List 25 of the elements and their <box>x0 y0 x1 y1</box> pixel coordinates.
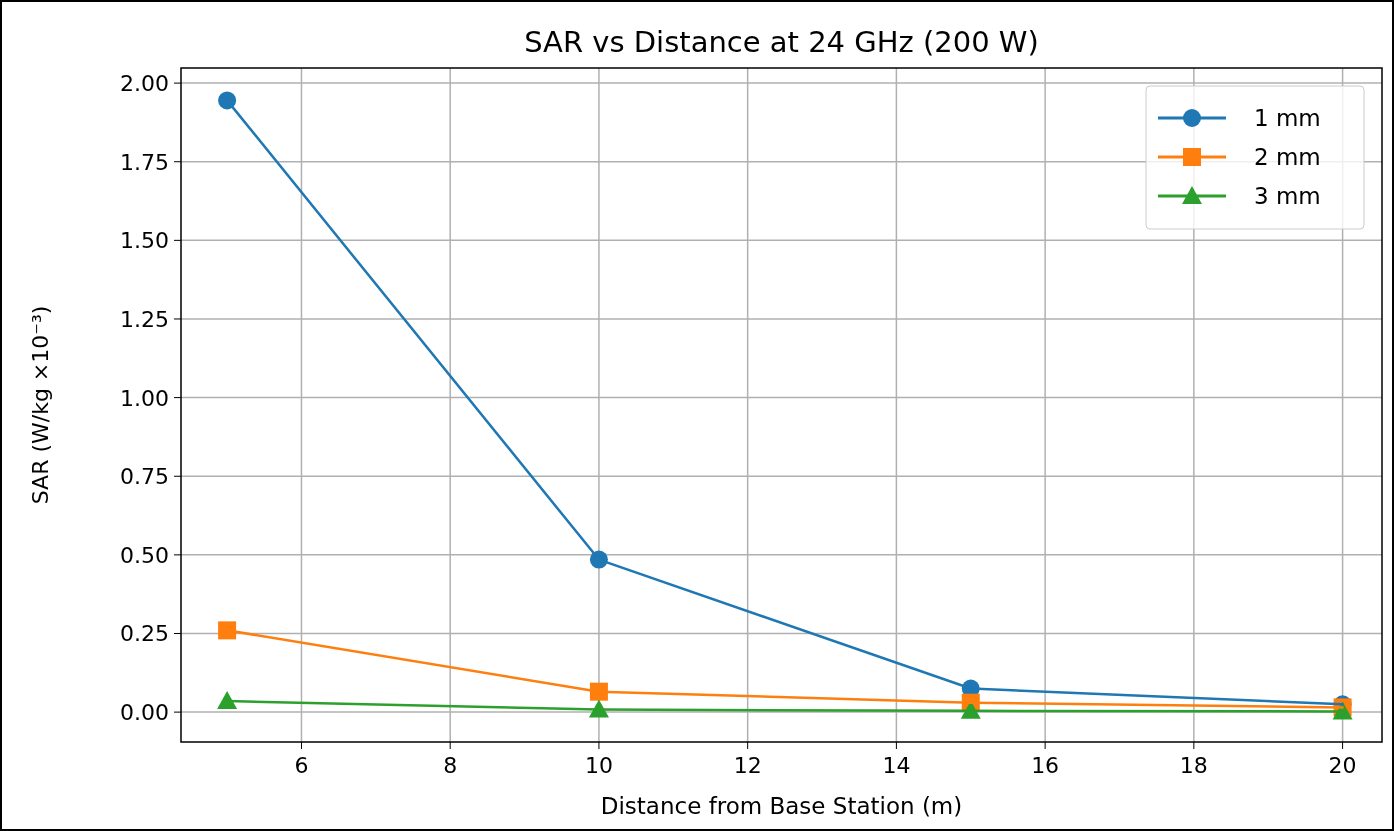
y-tick-label: 0.25 <box>120 621 169 647</box>
x-tick-label: 6 <box>294 753 309 778</box>
y-tick-label: 1.25 <box>120 306 169 332</box>
y-tick-label: 2.00 <box>120 71 169 97</box>
x-tick-label: 20 <box>1328 753 1357 778</box>
x-tick-label: 14 <box>882 753 911 778</box>
y-tick-label: 0.00 <box>120 700 169 726</box>
legend-label: 1 mm <box>1254 105 1321 131</box>
point <box>217 691 238 710</box>
x-tick-label: 16 <box>1031 753 1060 778</box>
legend-label: 2 mm <box>1254 144 1321 170</box>
legend-label: 3 mm <box>1254 183 1321 209</box>
y-tick-label: 1.00 <box>120 385 169 411</box>
y-tick-label: 1.50 <box>120 228 169 254</box>
chart-title: SAR vs Distance at 24 GHz (200 W) <box>524 25 1039 59</box>
x-tick-label: 12 <box>733 753 762 778</box>
y-tick-label: 1.75 <box>120 149 169 175</box>
x-axis-title: Distance from Base Station (m) <box>600 793 963 819</box>
point <box>218 621 237 640</box>
x-tick-label: 8 <box>443 753 458 778</box>
x-tick-label: 10 <box>584 753 613 778</box>
y-tick-label: 0.75 <box>120 464 169 490</box>
y-axis-title: SAR (W/kg ×10⁻³) <box>28 305 53 505</box>
x-tick-label: 18 <box>1179 753 1208 778</box>
y-tick-label: 0.50 <box>120 542 169 568</box>
